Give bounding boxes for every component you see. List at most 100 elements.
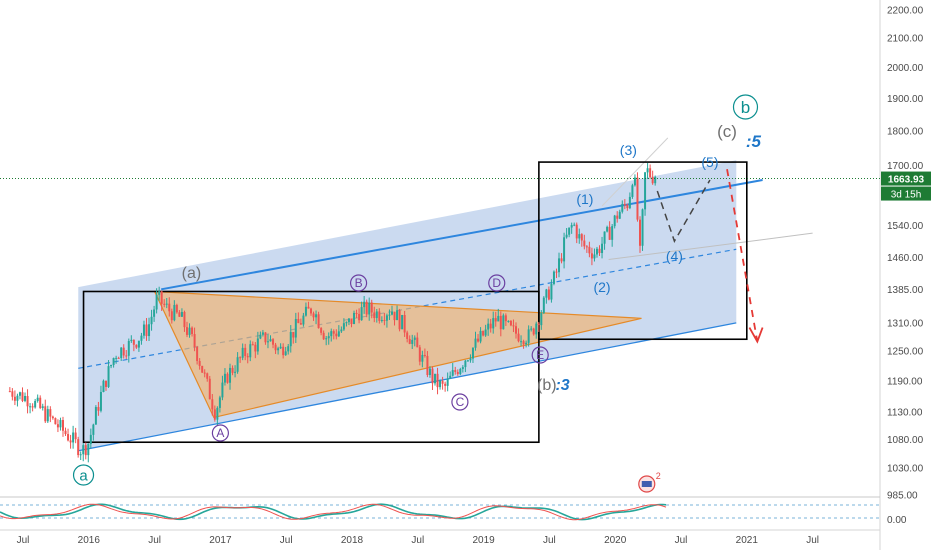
candle-body: [603, 231, 606, 244]
stoch-k-line: [0, 503, 667, 521]
candle-body: [555, 271, 558, 273]
candle-body: [51, 416, 54, 419]
candle-body: [226, 373, 229, 383]
candle-body: [18, 392, 21, 396]
time-axis-tick-label: Jul: [148, 535, 161, 546]
wave-label-C-circle: [451, 393, 469, 411]
candle-body: [611, 226, 614, 240]
candle-body: [434, 373, 437, 384]
candle-body: [542, 297, 545, 313]
price-axis-tick-label: 985.00: [887, 491, 918, 502]
candle-body: [185, 327, 188, 335]
candle-body: [216, 407, 219, 420]
candle-body: [234, 371, 237, 373]
candle-body: [342, 323, 345, 330]
candle-body: [89, 434, 92, 444]
candle-body: [649, 168, 652, 177]
candle-body: [375, 311, 378, 319]
candle-body: [436, 373, 439, 388]
candle-body: [249, 344, 252, 358]
candle-body: [444, 383, 447, 386]
candle-body: [122, 347, 125, 356]
candle-body: [502, 315, 505, 330]
candle-body: [168, 303, 171, 312]
time-axis-tick-label: Jul: [411, 535, 424, 546]
candle-body: [575, 224, 578, 239]
candle-body: [484, 329, 487, 336]
candle-body: [203, 372, 206, 374]
candle-body: [560, 258, 563, 262]
candle-body: [163, 303, 166, 305]
candle-body: [373, 312, 376, 319]
wave-label-5: (5): [701, 154, 718, 170]
wave-label-1: (1): [576, 191, 593, 207]
candle-body: [355, 312, 358, 314]
candle-body: [459, 369, 462, 375]
candle-body: [229, 367, 232, 383]
wave-label-A: A: [216, 426, 224, 440]
candle-body: [259, 334, 262, 339]
candle-body: [520, 341, 523, 343]
candle-body: [350, 318, 353, 325]
wave-label-C: C: [456, 395, 465, 409]
candle-body: [618, 211, 621, 219]
candle-body: [165, 303, 168, 305]
candle-body: [411, 339, 414, 344]
candle-body: [315, 314, 318, 318]
candle-body: [297, 318, 300, 324]
candle-body: [431, 368, 434, 384]
candle-body: [378, 311, 381, 321]
candle-body: [208, 378, 211, 400]
candle-body: [135, 344, 138, 348]
price-axis-tick-label: 1130.00: [887, 408, 923, 419]
candle-body: [13, 396, 16, 401]
candle-body: [401, 315, 404, 330]
time-axis-tick-label: 2018: [341, 535, 364, 546]
candle-body: [266, 341, 269, 343]
candle-body: [563, 237, 566, 262]
price-axis-tick-label: 2000.00: [887, 63, 924, 74]
candle-body: [61, 420, 64, 431]
candle-body: [292, 331, 295, 338]
candle-body: [236, 357, 239, 372]
candle-body: [284, 351, 287, 356]
candle-body: [99, 392, 102, 411]
candle-body: [304, 306, 307, 316]
candle-body: [482, 330, 485, 336]
candle-body: [39, 397, 42, 408]
candle-body: [598, 248, 601, 254]
candle-body: [494, 318, 497, 322]
candle-body: [385, 315, 388, 321]
candle-body: [115, 357, 118, 359]
candle-body: [441, 380, 444, 384]
candle-body: [269, 339, 272, 342]
candle-body: [140, 335, 143, 341]
candle-body: [368, 302, 371, 315]
candle-body: [49, 409, 52, 417]
candle-body: [221, 382, 224, 398]
candle-body: [398, 310, 401, 330]
candle-body: [132, 339, 135, 345]
candle-body: [499, 315, 502, 330]
candle-body: [396, 310, 399, 321]
candle-body: [16, 395, 19, 401]
candle-body: [337, 331, 340, 337]
candle-body: [568, 227, 571, 235]
candle-body: [153, 309, 156, 317]
candle-body: [418, 347, 421, 362]
candle-body: [112, 358, 115, 366]
candle-body: [413, 337, 416, 340]
wave-label-2: (2): [593, 279, 610, 295]
candle-body: [565, 234, 568, 238]
candle-body: [330, 331, 333, 337]
candle-body: [312, 313, 315, 318]
price-axis-tick-label: 2100.00: [887, 34, 924, 45]
time-axis-tick-label: Jul: [543, 535, 556, 546]
candle-body: [628, 196, 631, 209]
candle-body: [198, 360, 201, 366]
candle-body: [244, 347, 247, 357]
wave-label-colon-3: :3: [555, 377, 569, 394]
candle-body: [34, 400, 37, 408]
candle-body: [446, 378, 449, 386]
